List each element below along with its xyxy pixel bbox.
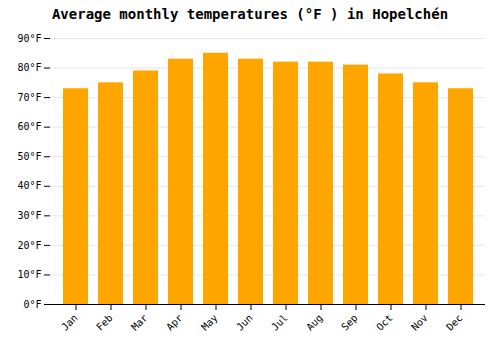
svg-text:90°F: 90°F <box>17 33 41 44</box>
svg-text:Dec: Dec <box>444 312 465 333</box>
svg-text:Apr: Apr <box>164 312 185 333</box>
svg-text:Oct: Oct <box>374 312 395 333</box>
svg-text:Jul: Jul <box>269 312 290 333</box>
svg-text:50°F: 50°F <box>17 151 41 162</box>
svg-text:Feb: Feb <box>94 312 115 333</box>
svg-text:Sep: Sep <box>339 312 360 333</box>
html-text:Average monthly temperatures (: Average monthly temperatures (°F ) in Ho… <box>51 6 449 22</box>
svg-text:30°F: 30°F <box>17 210 41 221</box>
svg-text:20°F: 20°F <box>17 240 41 251</box>
svg-text:Jun: Jun <box>234 312 255 333</box>
svg-text:0°F: 0°F <box>23 299 41 310</box>
svg-text:Nov: Nov <box>409 312 430 333</box>
svg-text:60°F: 60°F <box>17 121 41 132</box>
svg-text:70°F: 70°F <box>17 92 41 103</box>
svg-text:10°F: 10°F <box>17 269 41 280</box>
svg-text:May: May <box>199 312 220 333</box>
svg-text:40°F: 40°F <box>17 180 41 191</box>
svg-text:80°F: 80°F <box>17 62 41 73</box>
svg-text:Aug: Aug <box>304 312 325 333</box>
svg-text:Jan: Jan <box>59 312 80 333</box>
svg-text:Mar: Mar <box>129 312 150 333</box>
